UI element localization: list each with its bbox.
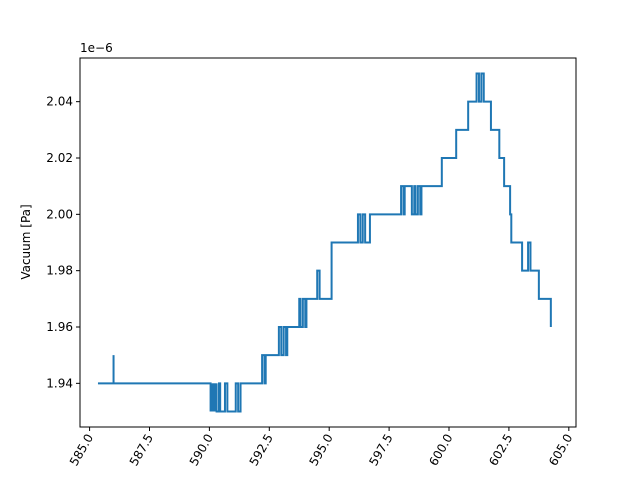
axes-frame	[79, 57, 577, 428]
y-tick-label: 1.98	[46, 264, 73, 278]
y-tick-label: 1.94	[46, 376, 73, 390]
y-axis-label: Vacuum [Pa]	[19, 204, 33, 279]
plot-area	[97, 72, 552, 413]
y-axis: 1.94 1.96 1.98 2.00 2.02 2.04	[46, 95, 80, 390]
y-tick-label: 1.96	[46, 320, 73, 334]
y-tick-label: 2.00	[46, 207, 73, 221]
y-tick-label: 2.04	[46, 95, 73, 109]
series-line-0	[97, 72, 552, 413]
y-axis-offset-label: 1e−6	[80, 41, 113, 55]
y-tick-label: 2.02	[46, 151, 73, 165]
